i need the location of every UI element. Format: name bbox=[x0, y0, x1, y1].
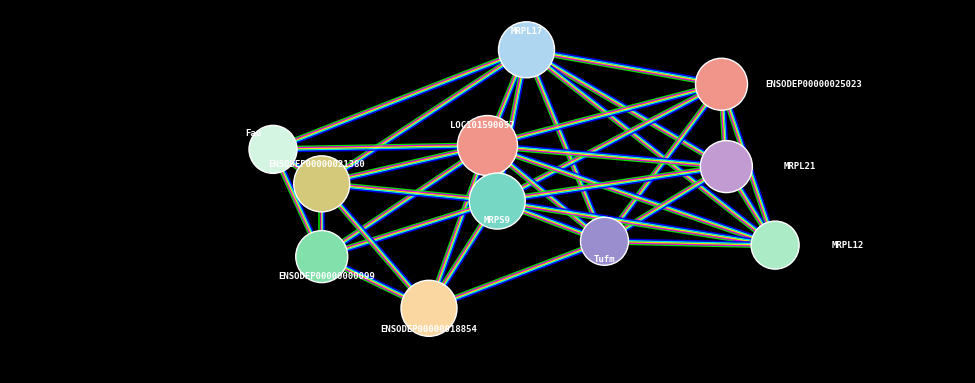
Text: ENSODEP00000018854: ENSODEP00000018854 bbox=[380, 325, 478, 334]
Text: ENSODEP00000025023: ENSODEP00000025023 bbox=[765, 80, 863, 89]
Text: MRPL17: MRPL17 bbox=[510, 27, 543, 36]
Circle shape bbox=[580, 217, 629, 265]
Circle shape bbox=[249, 125, 297, 173]
Text: Tufm: Tufm bbox=[594, 255, 615, 264]
Text: ENSODEP00000000099: ENSODEP00000000099 bbox=[278, 272, 375, 281]
Circle shape bbox=[295, 231, 348, 283]
Text: MRPL12: MRPL12 bbox=[832, 241, 865, 250]
Text: MRPS9: MRPS9 bbox=[484, 216, 511, 226]
Circle shape bbox=[293, 156, 350, 212]
Circle shape bbox=[751, 221, 799, 269]
Text: Fau: Fau bbox=[246, 129, 261, 138]
Circle shape bbox=[457, 116, 518, 175]
Text: MRPL21: MRPL21 bbox=[783, 162, 816, 171]
Circle shape bbox=[498, 22, 555, 78]
Circle shape bbox=[401, 280, 457, 336]
Circle shape bbox=[469, 173, 526, 229]
Text: LOC101590057: LOC101590057 bbox=[450, 121, 515, 130]
Circle shape bbox=[695, 58, 748, 110]
Text: ENSODEP00000021380: ENSODEP00000021380 bbox=[268, 160, 366, 169]
Circle shape bbox=[700, 141, 753, 193]
